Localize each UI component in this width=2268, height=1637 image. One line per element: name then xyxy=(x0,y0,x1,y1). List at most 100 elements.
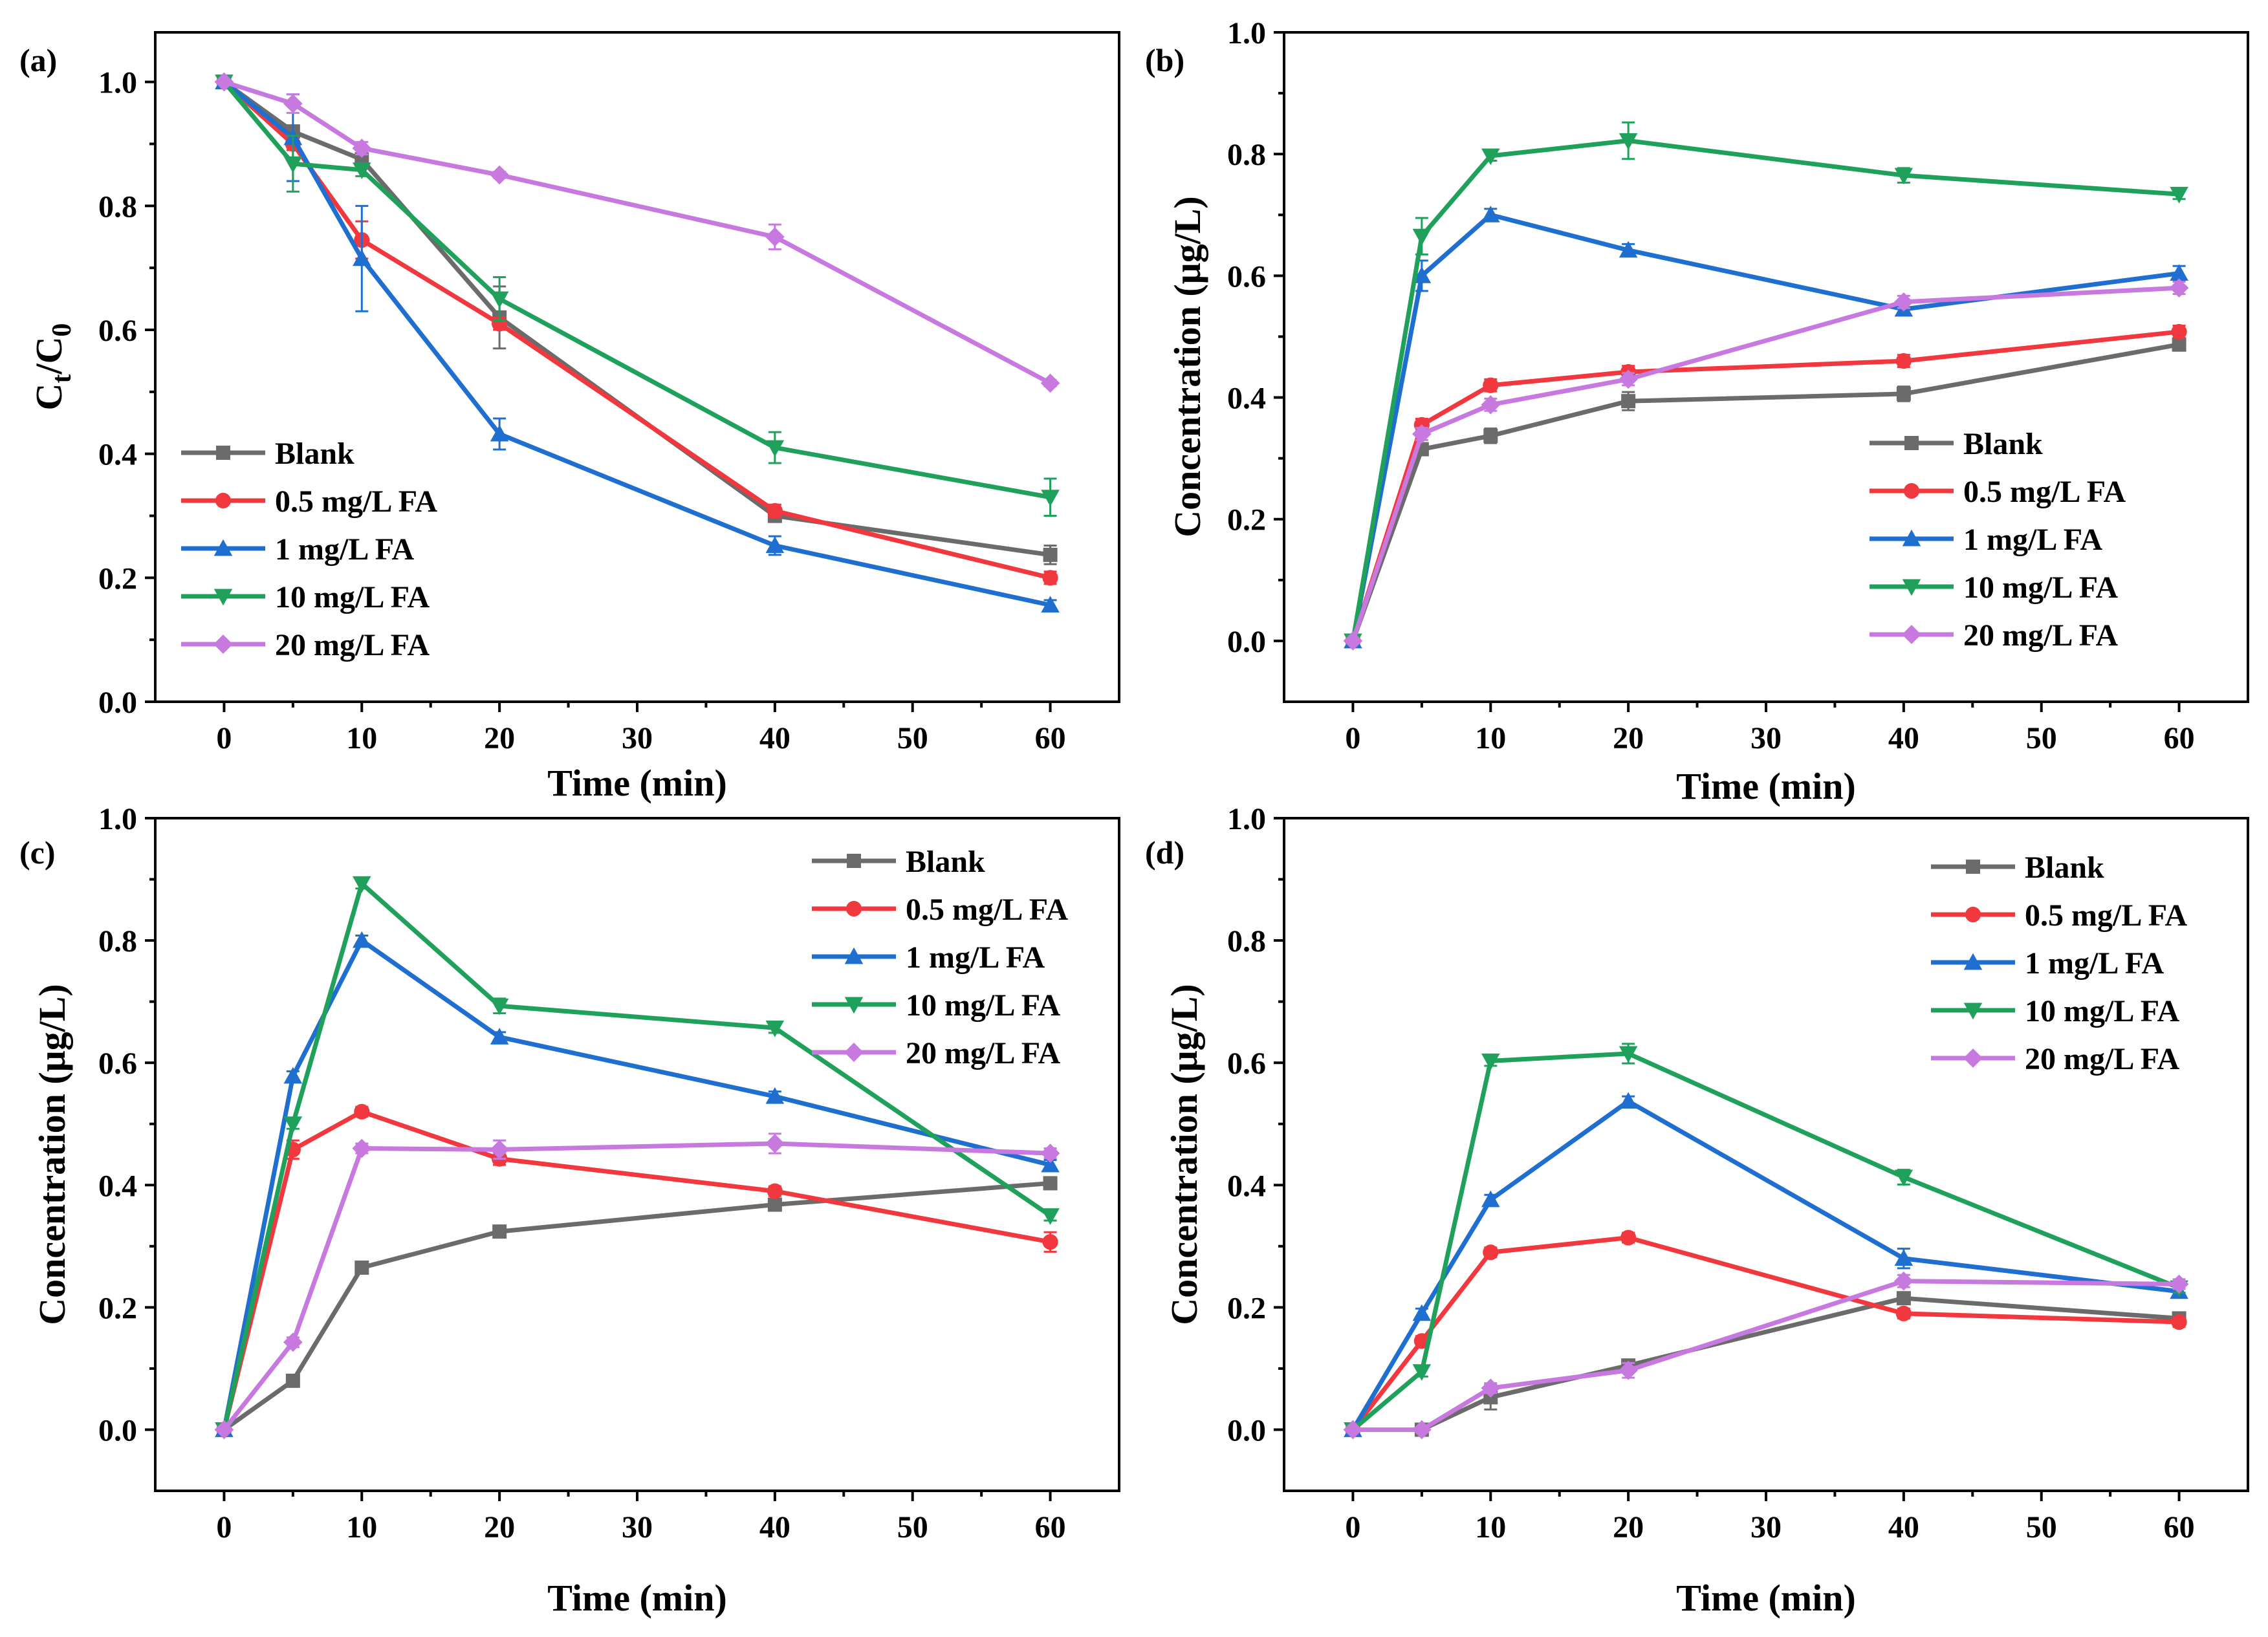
data-point xyxy=(1343,1420,1363,1440)
y-tick-label: 0.8 xyxy=(1227,924,1266,959)
x-tick-label: 10 xyxy=(346,721,377,755)
x-tick-label: 50 xyxy=(2026,721,2057,755)
series-line xyxy=(1351,1051,2180,1432)
legend-label: 10 mg/L FA xyxy=(1963,570,2118,605)
y-tick-label: 0.8 xyxy=(98,924,137,959)
legend-label: Blank xyxy=(906,845,985,879)
data-point xyxy=(1481,1190,1500,1208)
data-point xyxy=(1041,1208,1060,1225)
y-tick-label: 0.8 xyxy=(1227,138,1266,172)
data-point xyxy=(1895,1305,1912,1321)
x-tick-label: 50 xyxy=(897,1510,928,1545)
data-series xyxy=(214,72,1060,613)
data-point xyxy=(490,291,509,309)
legend-marker xyxy=(216,446,230,460)
data-point xyxy=(1040,1144,1060,1163)
legend-item: 10 mg/L FA xyxy=(812,988,1060,1023)
data-point xyxy=(492,1224,507,1239)
data-point xyxy=(1483,1244,1499,1261)
data-point xyxy=(767,1197,782,1212)
data-point xyxy=(2169,1274,2189,1294)
legend-marker xyxy=(1902,625,1921,644)
data-point xyxy=(283,1116,303,1134)
legend-marker xyxy=(844,947,864,964)
x-tick-label: 40 xyxy=(759,721,791,755)
series-20-mg-l-fa xyxy=(214,72,1060,393)
series-10-mg-l-fa xyxy=(1344,121,2188,651)
data-point xyxy=(352,876,371,893)
y-tick-label: 0.6 xyxy=(98,314,137,348)
legend-item: 1 mg/L FA xyxy=(1931,946,2164,981)
y-tick-label: 0.2 xyxy=(98,561,137,596)
series-line xyxy=(223,80,1052,385)
axis-ticks: 0 10 20 30 40 50 60 0.0 0.2 0.4 0.6 0.8 1.0 xyxy=(98,802,1066,1545)
legend-item: Blank xyxy=(812,845,985,879)
data-point xyxy=(1619,1360,1638,1380)
data-point xyxy=(1894,1249,1914,1266)
axis-ticks: 0 10 20 30 40 50 60 0.0 0.2 0.4 0.6 0.8 1.0 xyxy=(98,66,1066,755)
series-0-5-mg-l-fa xyxy=(216,1103,1058,1438)
data-point xyxy=(1481,395,1501,415)
panel-label: (a) xyxy=(19,42,57,78)
legend-label: 10 mg/L FA xyxy=(2025,994,2179,1028)
data-point xyxy=(1043,1176,1058,1191)
series-line xyxy=(223,80,1051,580)
data-point xyxy=(1619,241,1638,258)
data-point xyxy=(1894,168,1914,185)
panel-b: (b) Time (min) Concentration (μg/L) 0 10 2… xyxy=(1145,16,2249,807)
series-line xyxy=(1353,1279,2179,1432)
y-tick-label: 1.0 xyxy=(98,66,137,100)
data-point xyxy=(283,1067,303,1084)
series-line xyxy=(1351,1235,2179,1431)
data-point xyxy=(490,998,509,1015)
legend-item: Blank xyxy=(181,437,354,471)
y-tick-label: 0.6 xyxy=(1227,259,1266,294)
legend-label: 0.5 mg/L FA xyxy=(275,484,437,519)
data-point xyxy=(767,1183,783,1199)
data-series xyxy=(214,876,1060,1440)
legend-item: 1 mg/L FA xyxy=(812,940,1045,975)
axis-ticks: 0 10 20 30 40 50 60 0.0 0.2 0.4 0.6 0.8 1.0 xyxy=(1227,802,2195,1545)
series-line xyxy=(1351,285,2179,642)
data-point xyxy=(1619,1046,1638,1063)
y-tick-label: 1.0 xyxy=(1227,16,1266,50)
legend-label: Blank xyxy=(2025,851,2104,885)
data-point xyxy=(354,1260,369,1275)
data-point xyxy=(1894,1169,1914,1187)
legend-item: Blank xyxy=(1931,851,2104,885)
data-point xyxy=(1040,373,1060,393)
legend-item: 0.5 mg/L FA xyxy=(181,484,437,519)
data-point xyxy=(1481,1053,1500,1070)
y-tick-label: 0.2 xyxy=(98,1291,137,1325)
legend-item: 20 mg/L FA xyxy=(181,628,430,662)
x-tick-label: 0 xyxy=(216,721,232,755)
data-point xyxy=(1043,547,1058,562)
legend-item: Blank xyxy=(1870,427,2043,461)
data-point xyxy=(352,249,371,266)
y-axis-label: Concentration (μg/L) xyxy=(1166,196,1208,537)
legend-label: 20 mg/L FA xyxy=(1963,618,2118,653)
data-point xyxy=(1412,1364,1432,1381)
x-tick-label: 30 xyxy=(1750,721,1782,755)
legend-marker xyxy=(1903,482,1920,499)
data-point xyxy=(765,1134,785,1153)
y-tick-label: 0.8 xyxy=(98,190,137,224)
data-point xyxy=(2172,337,2186,352)
series-20-mg-l-fa xyxy=(1343,278,2189,651)
x-tick-label: 50 xyxy=(2026,1510,2057,1545)
legend-label: 0.5 mg/L FA xyxy=(906,893,1068,927)
legend: Blank 0.5 mg/L FA 1 mg/L FA 10 mg/L FA 20 mg… xyxy=(181,437,437,662)
panel-c: (c) Time (min) Concentration (μg/L) 0 10 2… xyxy=(19,802,1120,1619)
series-line xyxy=(222,80,1051,500)
legend-marker xyxy=(213,634,233,654)
data-point xyxy=(1041,596,1060,613)
axis-ticks: 0 10 20 30 40 50 60 0.0 0.2 0.4 0.6 0.8 1.0 xyxy=(1227,16,2195,755)
series-line xyxy=(222,881,1052,1431)
series-line xyxy=(222,1141,1051,1431)
x-tick-label: 20 xyxy=(484,1510,515,1545)
x-tick-label: 40 xyxy=(1888,1510,1919,1545)
data-point xyxy=(285,1373,300,1388)
legend: Blank 0.5 mg/L FA 1 mg/L FA 10 mg/L FA 20 mg… xyxy=(812,845,1068,1070)
x-tick-label: 60 xyxy=(2164,1510,2195,1545)
x-tick-label: 0 xyxy=(1345,1510,1360,1545)
